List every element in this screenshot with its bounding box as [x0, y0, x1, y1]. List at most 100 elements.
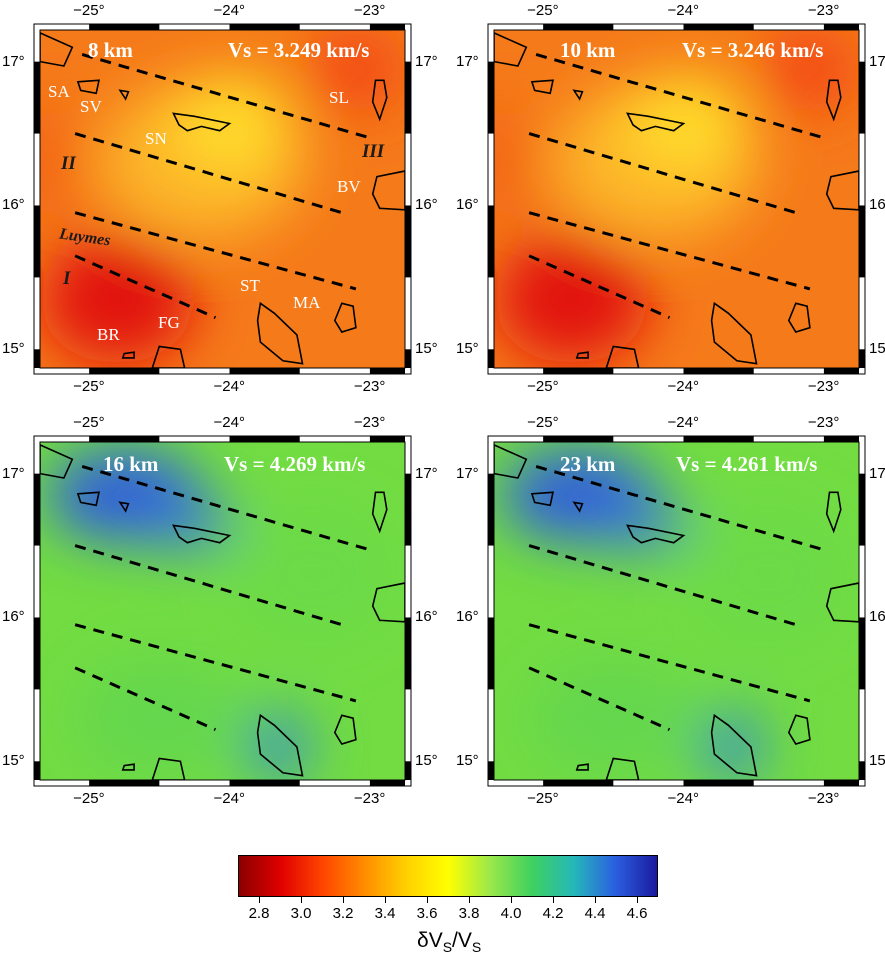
island-label-st: ST [240, 276, 260, 295]
latitude-tick-label: 15° [415, 340, 438, 358]
profile-line-luymes [74, 211, 357, 291]
colorbar-tick-label: 3.8 [458, 905, 480, 922]
profile-line-i [74, 666, 217, 732]
map-panel-10km: 10 km Vs = 3.246 km/s −25° −25° −24° −24° −2… [452, 0, 885, 395]
island-sn [626, 112, 686, 132]
colorbar-tick-mark [427, 897, 428, 903]
latitude-tick-label: 15° [869, 752, 885, 770]
longitude-tick-label: −23° [807, 378, 840, 395]
colorbar-tick-mark [301, 897, 302, 903]
map-frame [487, 435, 866, 787]
island-outlines [40, 32, 405, 368]
latitude-tick-label: 17° [2, 52, 25, 70]
island-sv [530, 491, 555, 507]
longitude-tick-label: −24° [213, 414, 245, 431]
velocity-anomaly [138, 495, 237, 553]
latitude-tick-label: 16° [869, 196, 885, 214]
colorbar-gradient [239, 856, 657, 896]
velocity-field [40, 442, 405, 780]
map-panel-23km: 23 km Vs = 4.261 km/s −25° −25° −24° −24° −2… [452, 410, 885, 807]
latitude-tick-label: 17° [2, 464, 25, 482]
island-sv [76, 491, 101, 507]
longitude-tick-label: −23° [353, 790, 386, 807]
velocity-field [40, 30, 405, 368]
island-sal [371, 79, 388, 122]
velocity-anomaly [40, 104, 83, 220]
island-bv [371, 170, 405, 211]
latitude-tick-label: 16° [415, 608, 438, 626]
velocity-anomaly [229, 502, 398, 647]
latitude-tick-label: 17° [456, 52, 479, 70]
tomography-map-10km [487, 23, 866, 375]
longitude-tick-label: −24° [667, 378, 699, 395]
longitude-tick-label: −24° [213, 790, 245, 807]
longitude-tick-label: −23° [807, 2, 840, 19]
island-bv [825, 582, 859, 623]
island-sn [172, 112, 232, 132]
velocity-field [494, 30, 859, 368]
latitude-tick-label: 17° [415, 464, 438, 482]
island-label-fg: FG [158, 313, 180, 332]
latitude-tick-label: 15° [456, 340, 479, 358]
zone-label-i: I [63, 268, 71, 289]
island-br [575, 763, 589, 771]
colorbar-tick-mark [637, 897, 638, 903]
colorbar-tick-label: 3.4 [374, 905, 396, 922]
latitude-tick-label: 15° [2, 340, 25, 358]
profile-line-ii [528, 544, 797, 627]
island-sa [494, 32, 528, 67]
longitude-tick-label: −23° [807, 790, 840, 807]
latitude-tick-label: 16° [415, 196, 438, 214]
vs-label: Vs = 3.249 km/s [228, 38, 370, 62]
map-frame [487, 23, 866, 375]
latitude-tick-label: 15° [415, 752, 438, 770]
island-st [710, 301, 758, 365]
velocity-anomaly [550, 83, 761, 242]
profile-line-luymes [74, 623, 357, 703]
longitude-tick-label: −24° [213, 2, 245, 19]
map-panel-8km: 8 km Vs = 3.249 km/s SA SV SN SL III II … [0, 0, 440, 395]
island-sl-small [118, 501, 130, 513]
profile-line-i [528, 254, 671, 320]
profile-line-iii [535, 465, 825, 552]
profile-line-i [74, 254, 217, 320]
island-st [256, 713, 304, 777]
island-sv [76, 79, 101, 95]
profile-line-ii [74, 132, 343, 215]
longitude-tick-label: −25° [73, 414, 105, 431]
profile-line-iii [535, 53, 825, 140]
latitude-tick-label: 16° [2, 608, 25, 626]
island-st [710, 713, 758, 777]
longitude-tick-label: −23° [353, 378, 386, 395]
colorbar-tick-label: 3.6 [416, 905, 438, 922]
island-sa [494, 444, 528, 479]
island-outlines [494, 444, 859, 780]
velocity-anomaly [701, 710, 764, 780]
island-sal [825, 491, 842, 534]
profile-line-ii [74, 544, 343, 627]
velocity-field [494, 442, 859, 780]
island-sv [530, 79, 555, 95]
island-fo [151, 757, 186, 780]
island-st [256, 301, 304, 365]
island-label-bv: BV [337, 177, 361, 196]
profile-lines [74, 53, 371, 320]
colorbar-tick-mark [343, 897, 344, 903]
colorbar-tick-mark [553, 897, 554, 903]
island-bv [825, 170, 859, 211]
colorbar-tick-mark [595, 897, 596, 903]
island-br [121, 351, 135, 359]
vs-label: Vs = 4.261 km/s [676, 452, 818, 476]
velocity-anomaly [96, 83, 307, 242]
vs-label: Vs = 3.246 km/s [682, 38, 824, 62]
longitude-tick-label: −25° [73, 378, 105, 395]
island-ma [787, 714, 811, 745]
profile-line-iii [81, 53, 371, 140]
latitude-tick-label: 17° [869, 52, 885, 70]
colorbar-tick-mark [511, 897, 512, 903]
colorbar-tick-label: 3.2 [332, 905, 354, 922]
profile-lines [528, 465, 825, 732]
longitude-tick-label: −25° [527, 414, 559, 431]
profile-line-iii [81, 465, 371, 552]
tomography-map-8km [33, 23, 412, 375]
